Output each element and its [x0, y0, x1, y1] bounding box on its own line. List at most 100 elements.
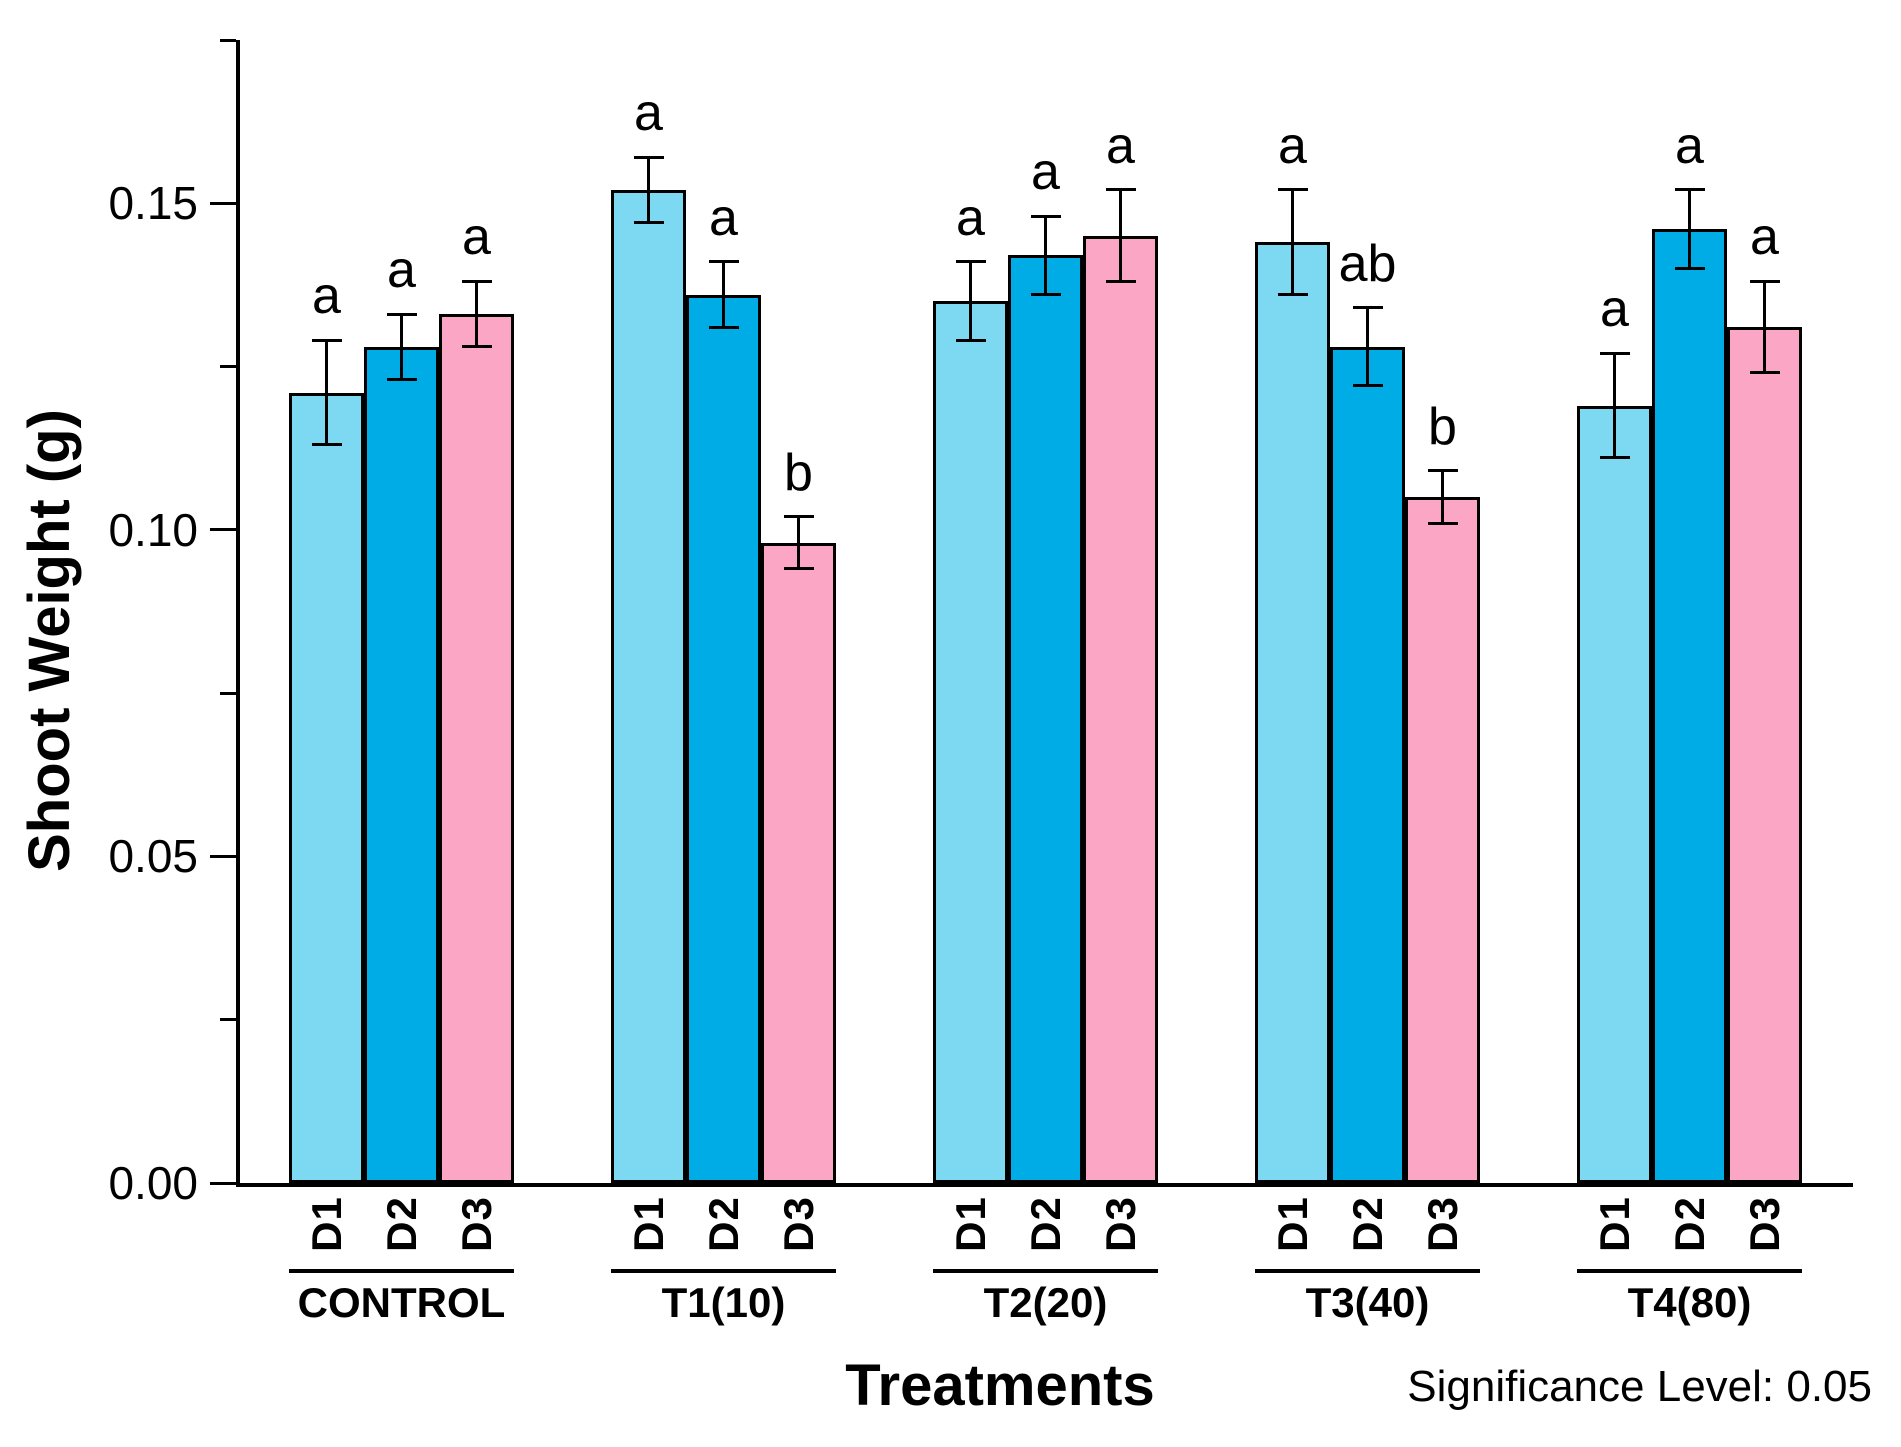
significance-letter: a	[1600, 280, 1629, 339]
significance-letter: a	[956, 188, 985, 247]
error-bar-cap-bottom	[633, 221, 664, 225]
bar-tick-label-text: D1	[1268, 1196, 1316, 1252]
error-bar	[722, 261, 725, 328]
error-bar-cap-bottom	[1105, 279, 1136, 283]
bar-tick-label-text: D3	[1740, 1196, 1788, 1252]
bar-tick-label: D3	[1740, 1193, 1790, 1255]
bar-tick-label: D1	[946, 1193, 996, 1255]
error-bar-cap-top	[633, 155, 664, 159]
error-bar-cap-top	[1599, 351, 1630, 355]
bar-tick-label-text: D1	[1590, 1196, 1638, 1252]
x-axis-title: Treatments	[845, 1353, 1155, 1418]
significance-letter: a	[634, 84, 663, 143]
significance-letter: a	[709, 188, 738, 247]
error-bar-cap-top	[1105, 188, 1136, 192]
error-bar-cap-bottom	[1749, 371, 1780, 375]
error-bar	[1613, 353, 1616, 458]
group-underline	[1255, 1269, 1480, 1273]
bar-tick-label: D3	[1418, 1193, 1468, 1255]
bar-tick-label: D1	[1590, 1193, 1640, 1255]
bar-tick-label-text: D2	[1021, 1196, 1069, 1252]
y-tick-label: 0.10	[108, 503, 198, 556]
error-bar-cap-bottom	[1599, 456, 1630, 460]
bar-tick-label-text: D1	[302, 1196, 350, 1252]
group-underline	[611, 1269, 836, 1273]
group-underline	[933, 1269, 1158, 1273]
error-bar-cap-bottom	[1277, 293, 1308, 296]
error-bar-cap-bottom	[1352, 384, 1383, 388]
error-bar-cap-top	[386, 312, 417, 316]
error-bar-cap-bottom	[461, 345, 492, 349]
bar-D1-T4(80)	[1577, 405, 1652, 1183]
significance-letter: a	[312, 267, 341, 326]
y-minor-tick	[220, 38, 236, 42]
y-minor-tick	[220, 1018, 236, 1022]
error-bar-cap-bottom	[1674, 266, 1705, 270]
error-bar-cap-top	[955, 260, 986, 264]
error-bar	[1441, 470, 1444, 524]
y-minor-tick	[220, 364, 236, 368]
bar-tick-label-text: D3	[774, 1196, 822, 1252]
bar-tick-label-text: D2	[1343, 1196, 1391, 1252]
error-bar-cap-top	[1277, 188, 1308, 192]
bar-tick-label-text: D1	[946, 1196, 994, 1252]
error-bar	[400, 314, 403, 380]
error-bar	[797, 516, 800, 569]
group-underline	[289, 1269, 514, 1273]
bar-D1-T1(10)	[611, 189, 686, 1183]
significance-letter: ab	[1338, 234, 1397, 293]
error-bar	[325, 340, 328, 445]
error-bar-cap-bottom	[1030, 293, 1061, 296]
bar-tick-label: D1	[624, 1193, 674, 1255]
error-bar	[1044, 216, 1047, 295]
y-axis-line	[236, 40, 240, 1187]
error-bar-cap-bottom	[955, 338, 986, 342]
y-minor-tick	[220, 691, 236, 695]
error-bar	[1119, 189, 1122, 282]
bar-tick-label: D3	[452, 1193, 502, 1255]
bar-tick-label: D2	[1665, 1193, 1715, 1255]
error-bar-cap-bottom	[311, 443, 342, 447]
bar-tick-label: D2	[1021, 1193, 1071, 1255]
bar-tick-label: D3	[774, 1193, 824, 1255]
bar-D3-T3(40)	[1405, 497, 1480, 1183]
x-axis-line	[236, 1183, 1853, 1187]
y-major-tick	[210, 854, 236, 858]
significance-letter: a	[1031, 143, 1060, 202]
bar-tick-label: D2	[1343, 1193, 1393, 1255]
bar-tick-label: D2	[377, 1193, 427, 1255]
bar-tick-label-text: D2	[1665, 1196, 1713, 1252]
bar-tick-label-text: D3	[452, 1196, 500, 1252]
group-label: T2(20)	[983, 1279, 1108, 1326]
group-label: CONTROL	[297, 1279, 506, 1326]
significance-letter: a	[387, 241, 416, 300]
bar-tick-label: D1	[302, 1193, 352, 1255]
error-bar-cap-bottom	[1427, 521, 1458, 525]
error-bar-cap-bottom	[783, 567, 814, 571]
y-axis-title-text: Shoot Weight (g)	[16, 408, 82, 872]
group-label: T3(40)	[1305, 1279, 1430, 1326]
bar-D3-T4(80)	[1727, 327, 1802, 1183]
error-bar-cap-top	[461, 279, 492, 283]
error-bar	[1366, 307, 1369, 386]
significance-letter: b	[1428, 397, 1457, 456]
bar-D2-T4(80)	[1652, 229, 1727, 1183]
error-bar-cap-top	[311, 338, 342, 342]
error-bar	[647, 157, 650, 223]
bar-tick-label: D1	[1268, 1193, 1318, 1255]
error-bar	[1291, 189, 1294, 295]
error-bar-cap-bottom	[708, 325, 739, 329]
error-bar-cap-top	[1030, 214, 1061, 218]
bar-D1-T2(20)	[933, 301, 1008, 1183]
error-bar-cap-top	[783, 515, 814, 519]
error-bar	[1688, 189, 1691, 269]
bar-D3-CONTROL	[439, 314, 514, 1183]
error-bar	[475, 281, 478, 347]
bar-D2-CONTROL	[364, 346, 439, 1183]
significance-letter: a	[1106, 116, 1135, 175]
y-major-tick	[210, 1181, 236, 1185]
y-tick-label: 0.15	[108, 177, 198, 230]
bar-D2-T3(40)	[1330, 346, 1405, 1183]
bar-D1-T3(40)	[1255, 242, 1330, 1183]
error-bar	[969, 261, 972, 341]
